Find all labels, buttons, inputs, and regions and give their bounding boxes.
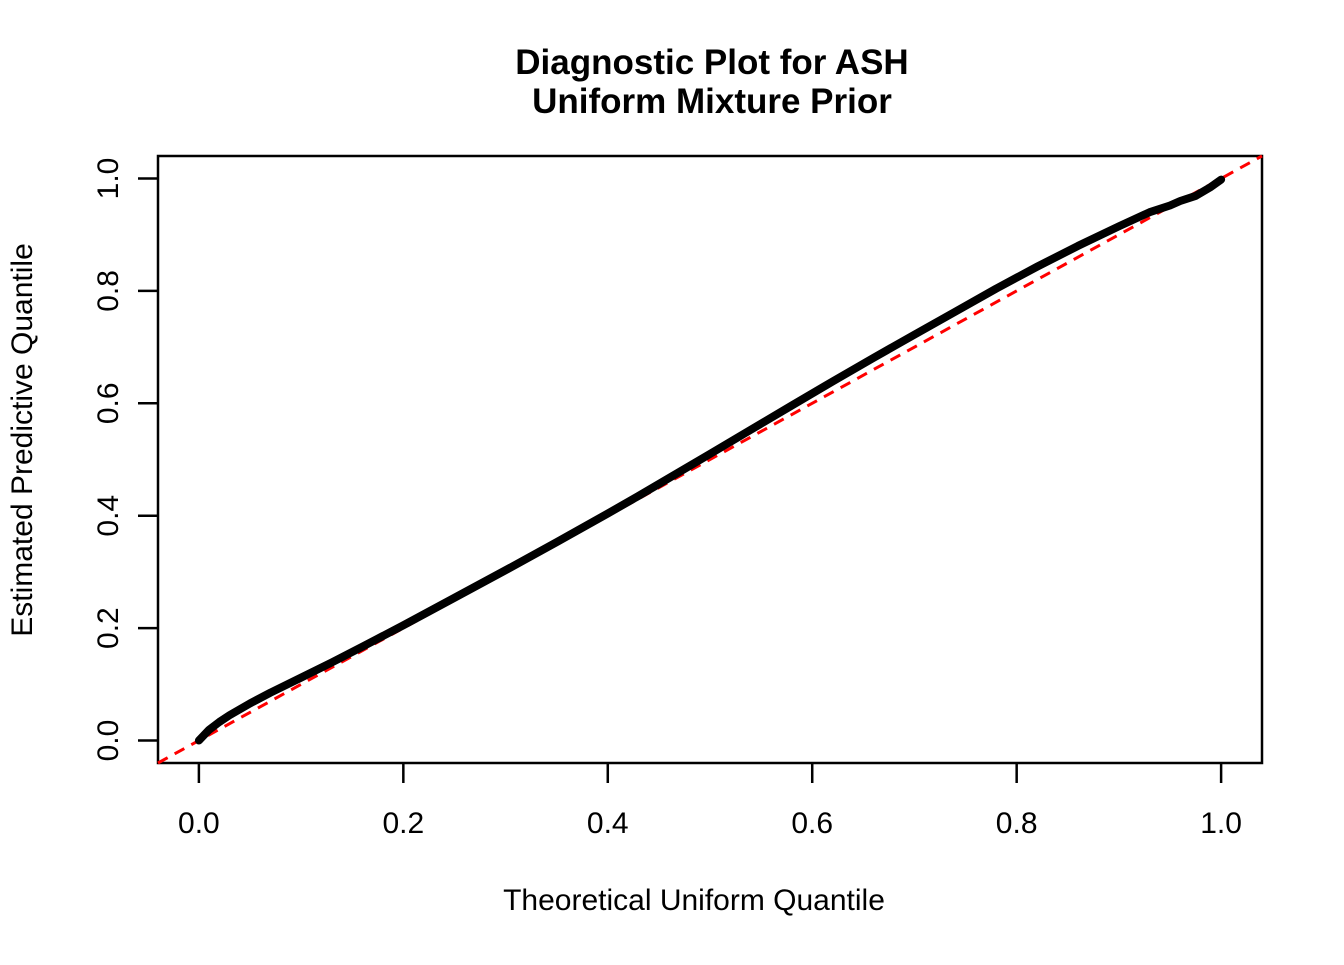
y-tick-label: 1.0 [92,158,125,200]
reference-line-group [157,154,1263,765]
x-tick-label: 0.4 [587,807,629,840]
y-axis-title: Estimated Predictive Quantile [6,243,39,637]
chart-title-line-1: Diagnostic Plot for ASH [515,43,908,82]
identity-reference-line [157,154,1263,765]
chart-title-line-2: Uniform Mixture Prior [532,82,892,121]
x-axis: 0.0 0.2 0.4 0.6 0.8 1.0 [178,763,1242,840]
plot-box [156,154,1264,765]
y-tick-label: 0.2 [92,607,125,649]
quantile-curve [194,175,1226,745]
y-tick-label: 0.6 [92,382,125,424]
quantile-curve-group [194,175,1226,745]
x-tick-label: 0.2 [382,807,424,840]
x-tick-label: 0.6 [791,807,833,840]
x-tick-label: 0.0 [178,807,220,840]
y-tick-label: 0.8 [92,270,125,312]
x-tick-label: 0.8 [996,807,1038,840]
y-tick-label: 0.0 [92,720,125,762]
x-axis-title: Theoretical Uniform Quantile [503,884,885,917]
y-tick-label: 0.4 [92,495,125,537]
y-axis: 0.0 0.2 0.4 0.6 0.8 1.0 [92,158,158,762]
x-tick-label: 1.0 [1200,807,1242,840]
